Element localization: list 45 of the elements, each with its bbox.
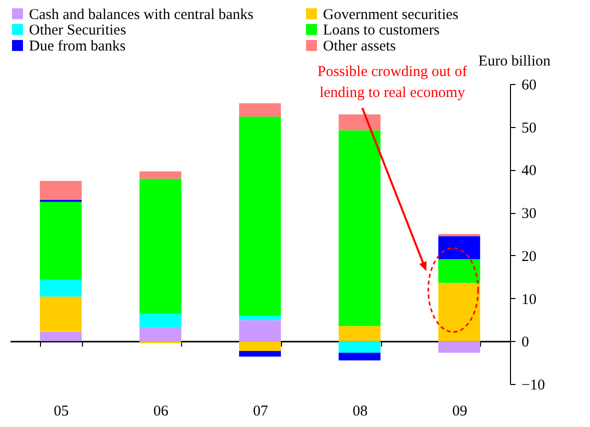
y-tick-label: 40 [522, 163, 536, 180]
bar [438, 341, 480, 353]
bar [239, 316, 281, 320]
x-tick-label: 05 [54, 404, 69, 420]
bar [239, 116, 281, 316]
bar [139, 328, 182, 342]
bar [338, 114, 381, 130]
annotation: Possible crowding out of lending to real economy [317, 64, 468, 101]
legend-label: Other assets [323, 38, 396, 54]
bar [438, 259, 480, 283]
y-tick-label: 0 [522, 334, 529, 351]
bar [239, 341, 281, 351]
bar [239, 103, 281, 117]
y-axis-title: Euro billion [478, 54, 551, 70]
bar [338, 326, 381, 342]
x-tick-label: 08 [352, 404, 368, 420]
bar [338, 130, 381, 326]
y-tick-label: 10 [522, 292, 536, 308]
bar [40, 280, 82, 297]
bar [338, 341, 381, 353]
bar [139, 178, 182, 314]
bar [139, 314, 182, 328]
bar [40, 180, 82, 200]
bar [239, 351, 281, 357]
y-tick-label: 50 [522, 120, 536, 136]
x-tick-label: 07 [253, 404, 268, 420]
legend-label: Cash and balances with central banks [29, 6, 254, 23]
y-tick-label: 30 [522, 206, 536, 222]
legend-label: Other Securities [29, 22, 126, 38]
bar [438, 236, 480, 260]
y-tick-label: 20 [522, 248, 536, 265]
x-tick-label: 06 [153, 404, 169, 420]
y-tick-label: −10 [522, 378, 545, 394]
bar [40, 332, 82, 342]
legend-label: Government securities [323, 6, 459, 23]
bar [338, 352, 381, 360]
bar [239, 320, 281, 342]
bar [139, 171, 182, 179]
bar [40, 202, 82, 280]
y-tick-label: 60 [522, 78, 536, 94]
bar [40, 296, 82, 332]
legend-label: Due from banks [29, 38, 126, 54]
x-tick-label: 09 [452, 404, 468, 420]
legend-label: Loans to customers [323, 22, 440, 38]
bar [438, 282, 480, 342]
